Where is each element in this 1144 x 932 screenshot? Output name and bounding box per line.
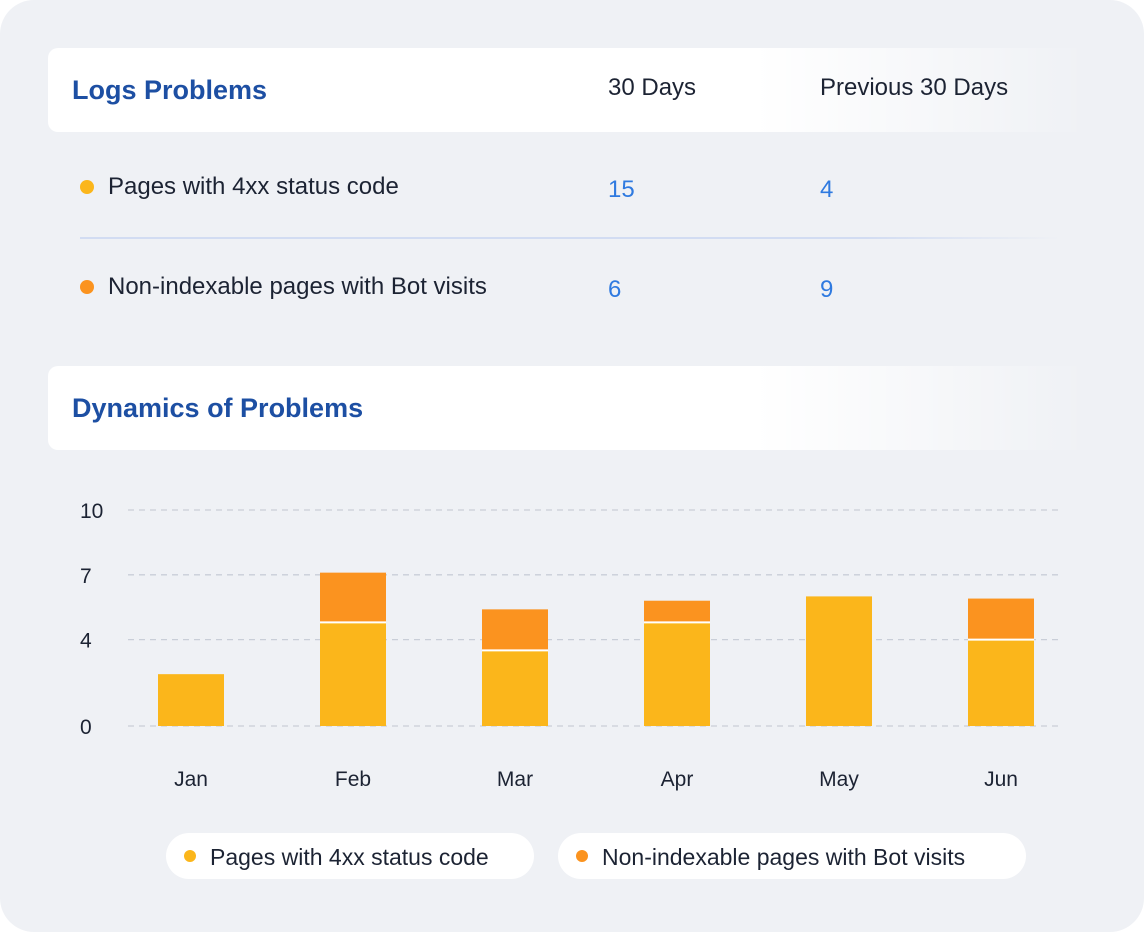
y-tick-label: 0	[80, 716, 92, 739]
row-value-current: 15	[608, 176, 635, 203]
legend-label: Pages with 4xx status code	[210, 844, 489, 870]
bar-4xx	[320, 622, 386, 726]
bar-4xx	[482, 650, 548, 726]
y-tick-label: 7	[80, 565, 92, 588]
logs-problems-title: Logs Problems	[72, 75, 268, 105]
series-nonindex-dot-icon	[80, 280, 94, 294]
stacked-bar-chart: 0 4 7 10 Jan Feb Mar Apr May Jun	[80, 500, 1062, 791]
x-tick-label: Mar	[497, 768, 533, 791]
logs-problems-header: Logs Problems 30 Days Previous 30 Days	[48, 48, 1088, 132]
column-header-previous-30-days: Previous 30 Days	[820, 74, 1009, 101]
y-tick-label: 10	[80, 500, 103, 523]
table-row: Pages with 4xx status code 15 4	[80, 162, 1060, 222]
dynamics-title: Dynamics of Problems	[72, 393, 364, 423]
legend-item-nonindexable: Non-indexable pages with Bot visits	[558, 833, 1026, 879]
row-value-current: 6	[608, 276, 622, 303]
row-label: Non-indexable pages with Bot visits	[108, 273, 487, 300]
column-header-30-days: 30 Days	[608, 74, 697, 101]
dynamics-header: Dynamics of Problems	[48, 366, 1088, 450]
row-label: Pages with 4xx status code	[108, 173, 399, 200]
x-tick-label: Jun	[984, 768, 1018, 791]
bar-nonindexable	[644, 600, 710, 623]
bar-nonindexable	[482, 609, 548, 651]
x-tick-label: Feb	[335, 768, 371, 791]
x-tick-label: Jan	[174, 768, 208, 791]
row-value-previous: 9	[820, 276, 834, 303]
y-tick-label: 4	[80, 630, 92, 653]
series-4xx-dot-icon	[80, 180, 94, 194]
bar-nonindexable	[968, 598, 1034, 640]
legend-4xx-dot-icon	[184, 850, 196, 862]
legend-nonindex-dot-icon	[576, 850, 588, 862]
row-value-previous: 4	[820, 176, 834, 203]
bar-nonindexable	[320, 572, 386, 623]
x-tick-label: May	[819, 768, 859, 791]
x-tick-label: Apr	[661, 768, 694, 791]
bar-4xx	[806, 596, 872, 726]
bar-4xx	[158, 674, 224, 726]
table-row: Non-indexable pages with Bot visits 6 9	[80, 262, 1060, 322]
row-divider	[80, 237, 1060, 239]
bar-4xx	[968, 639, 1034, 726]
bar-4xx	[644, 622, 710, 726]
legend-item-4xx: Pages with 4xx status code	[166, 833, 534, 879]
legend-label: Non-indexable pages with Bot visits	[602, 844, 966, 870]
